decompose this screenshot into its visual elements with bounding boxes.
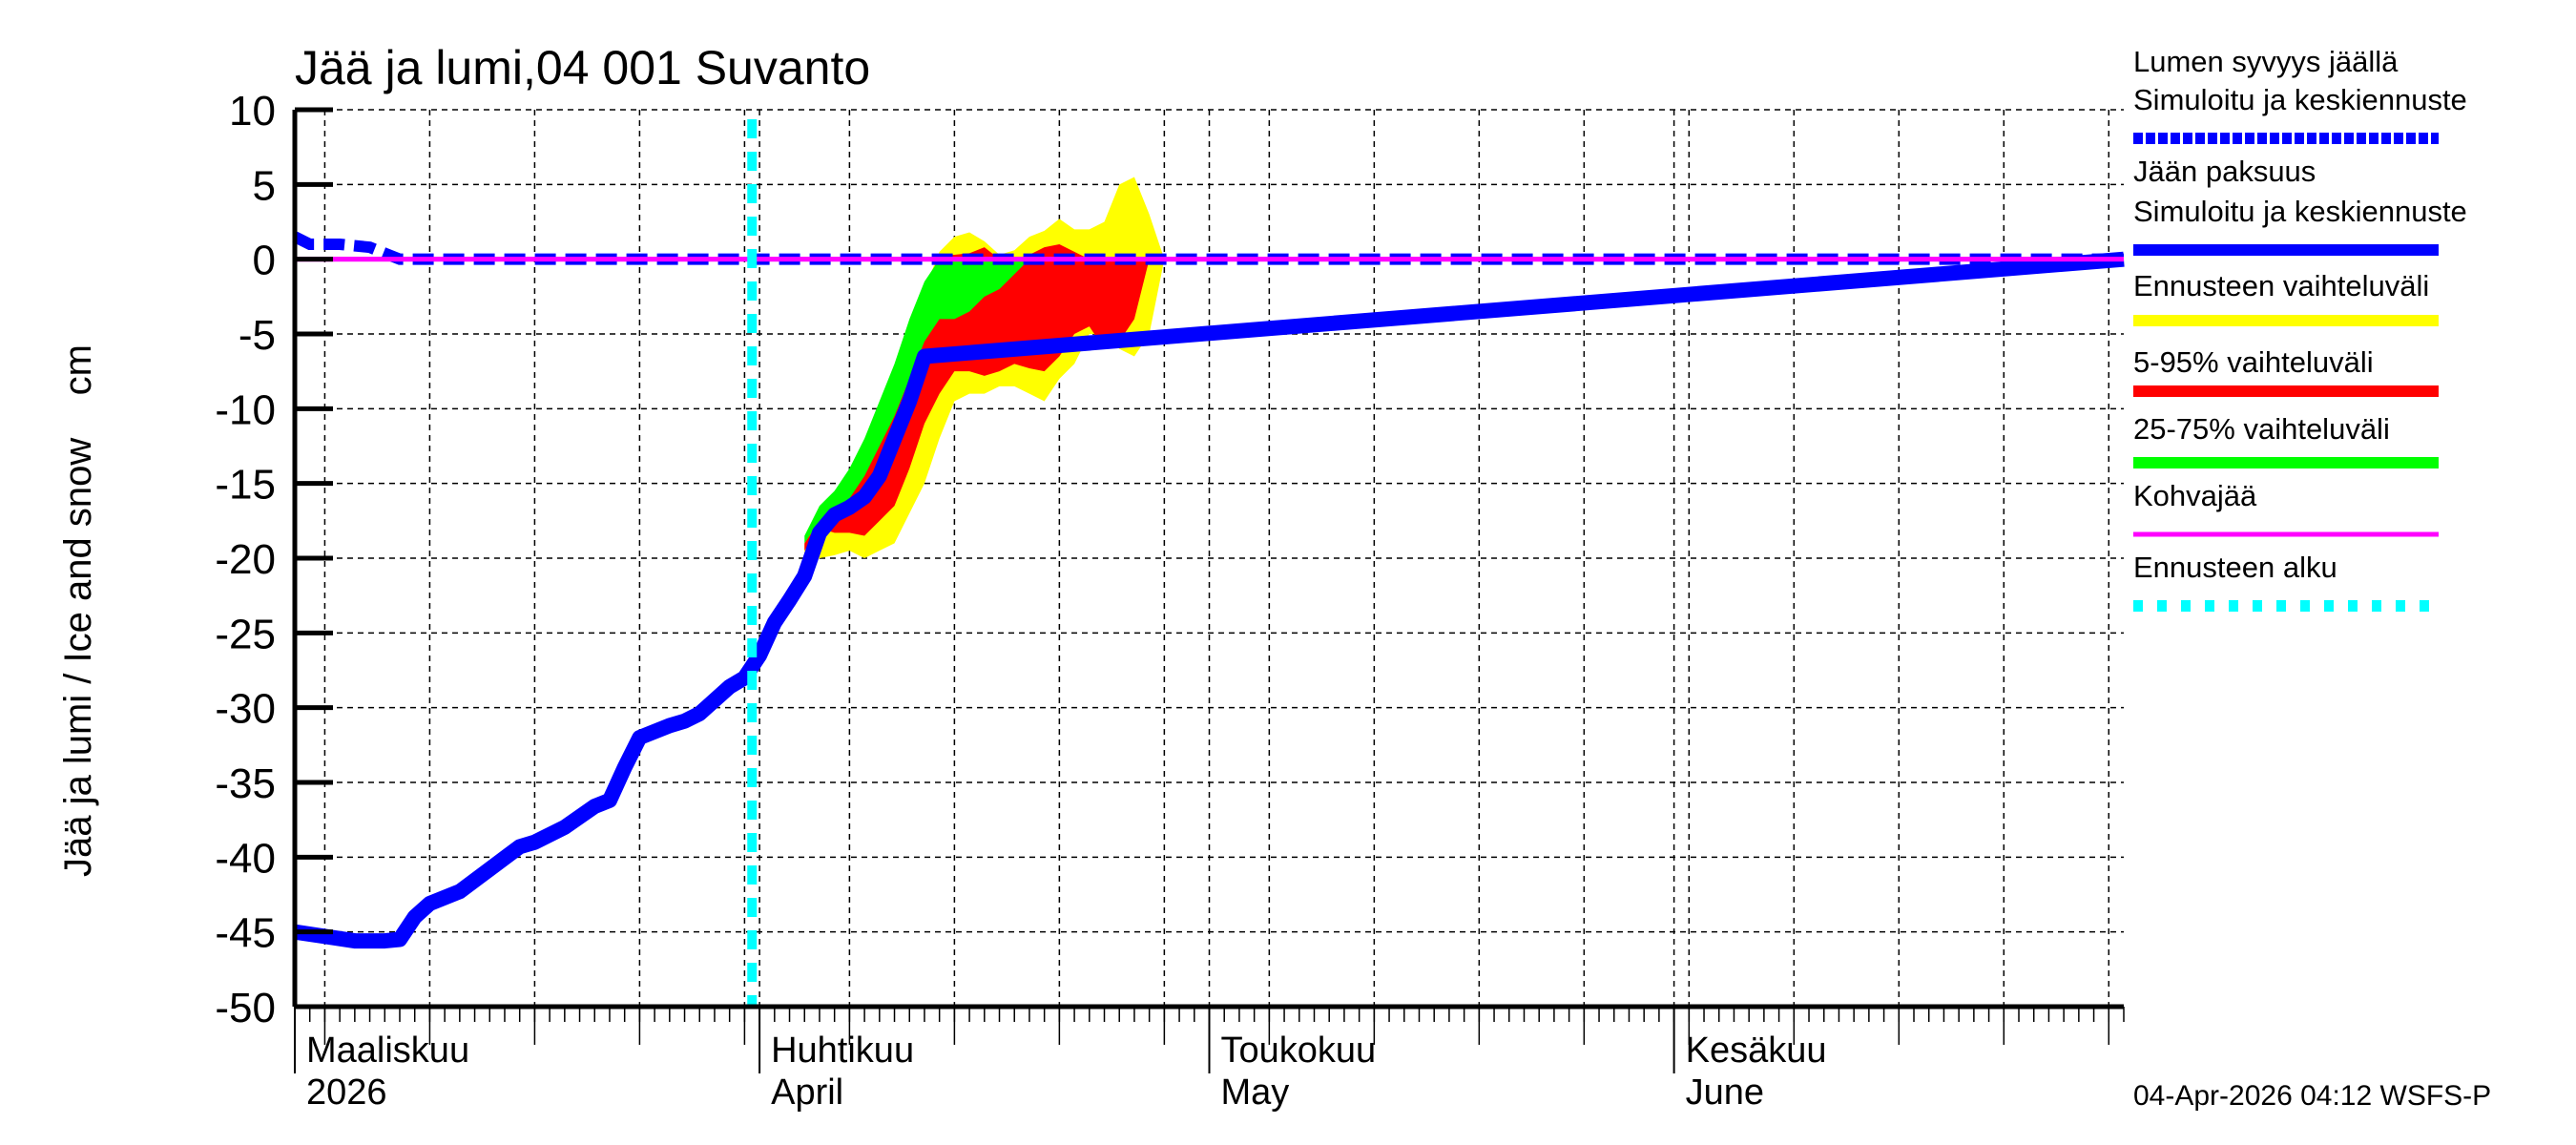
legend-label: Ennusteen alku bbox=[2133, 551, 2337, 584]
legend-label: Ennusteen vaihteluväli bbox=[2133, 269, 2429, 302]
legend-label: Kohvajää bbox=[2133, 479, 2257, 512]
band-25-75-vaihteluv-li bbox=[804, 259, 1029, 544]
x-month-sublabel: April bbox=[771, 1072, 843, 1113]
legend-label: 25-75% vaihteluväli bbox=[2133, 412, 2390, 446]
y-tick-label: 0 bbox=[253, 238, 276, 284]
chart-title: Jää ja lumi,04 001 Suvanto bbox=[295, 41, 870, 94]
x-month-sublabel: June bbox=[1686, 1072, 1764, 1113]
y-axis-label: Jää ja lumi / Ice and snow cm bbox=[57, 344, 99, 877]
legend-sublabel: Simuloitu ja keskiennuste bbox=[2133, 195, 2467, 228]
grid-lines bbox=[294, 109, 2124, 1008]
x-month-sublabel: May bbox=[1221, 1072, 1290, 1113]
y-tick-label: 5 bbox=[253, 162, 276, 209]
y-tick-label: -40 bbox=[215, 835, 276, 882]
ice-thickness-line bbox=[293, 251, 2125, 949]
y-tick-label: -35 bbox=[215, 760, 276, 807]
y-tick-label: -25 bbox=[215, 611, 276, 657]
legend-label: 5-95% vaihteluväli bbox=[2133, 345, 2374, 379]
x-month-label: Toukokuu bbox=[1221, 1030, 1377, 1071]
y-tick-label: -5 bbox=[239, 312, 276, 359]
y-tick-label: -20 bbox=[215, 536, 276, 583]
y-tick-label: -10 bbox=[215, 386, 276, 433]
footer-timestamp: 04-Apr-2026 04:12 WSFS-P bbox=[2133, 1080, 2491, 1112]
band-5-95-vaihteluv-li bbox=[804, 244, 1150, 552]
legend: Lumen syvyys jäällä Simuloitu ja keskienn… bbox=[2133, 45, 2467, 612]
y-tick-label: -45 bbox=[215, 910, 276, 957]
legend-sublabel: Simuloitu ja keskiennuste bbox=[2133, 83, 2467, 116]
y-tick-label: 10 bbox=[229, 88, 276, 135]
series-lines bbox=[292, 119, 2125, 1007]
x-month-label: Huhtikuu bbox=[771, 1030, 914, 1071]
forecast-bands bbox=[804, 177, 1165, 573]
y-tick-label: -30 bbox=[215, 686, 276, 733]
y-tick-label: -50 bbox=[215, 985, 276, 1031]
x-month-sublabel: 2026 bbox=[306, 1072, 387, 1113]
y-tick-label: -15 bbox=[215, 462, 276, 509]
legend-label: Lumen syvyys jäällä bbox=[2133, 45, 2399, 78]
y-axis-ticks: 10 5 0 -5 -10 -15 -20 -25 -30 -35 -40 -45 -50 bbox=[215, 88, 333, 1031]
x-month-label: Kesäkuu bbox=[1686, 1030, 1827, 1071]
x-month-label: Maaliskuu bbox=[306, 1030, 469, 1071]
legend-label: Jään paksuus bbox=[2133, 155, 2316, 188]
